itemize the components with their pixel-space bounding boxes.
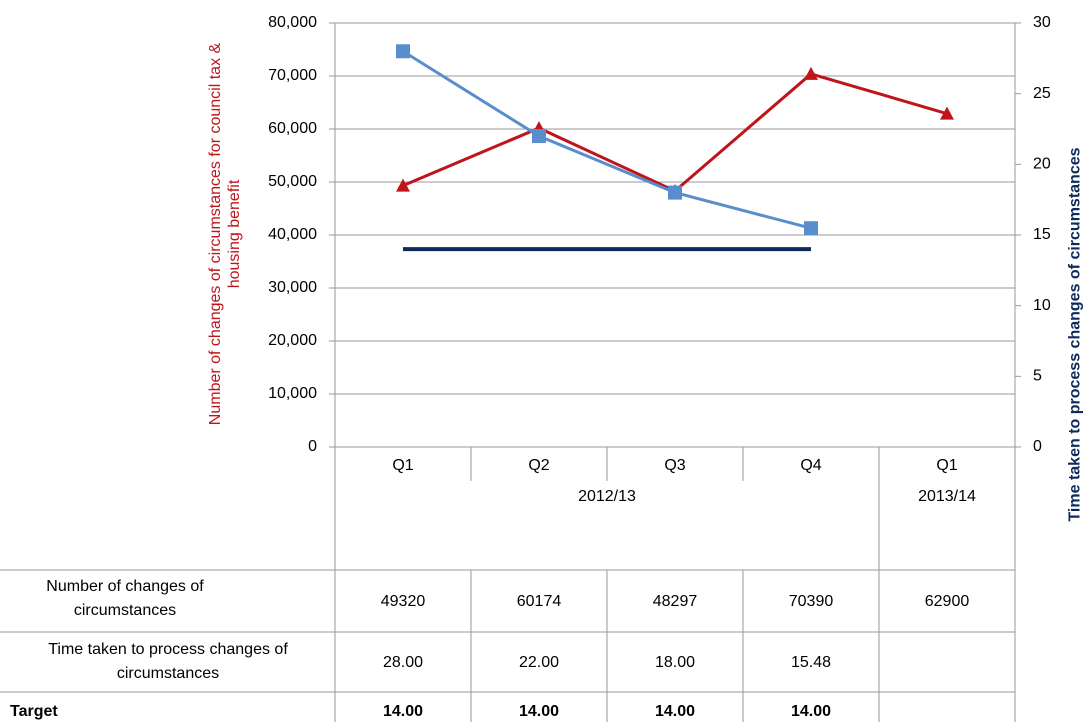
y-tick-label: 0 xyxy=(308,438,317,455)
y-tick-label: 80,000 xyxy=(268,14,317,31)
row-header: Number of changes of circumstances xyxy=(46,578,204,619)
table-cell: 15.48 xyxy=(791,654,831,671)
y2-tick-label: 0 xyxy=(1033,438,1042,455)
table-cell: 14.00 xyxy=(791,703,831,720)
table-cell: 18.00 xyxy=(655,654,695,671)
table-cell: 48297 xyxy=(653,593,698,610)
x-tick-label: Q3 xyxy=(664,457,685,474)
marker xyxy=(940,106,954,120)
marker xyxy=(396,44,410,59)
y2-axis-label: Time taken to process changes of circums… xyxy=(1066,147,1084,522)
marker xyxy=(804,66,818,80)
y2-tick-label: 25 xyxy=(1033,85,1051,102)
x-tick-label: Q1 xyxy=(936,457,957,474)
y2-tick-label: 5 xyxy=(1033,368,1042,385)
table-cell: 28.00 xyxy=(383,654,423,671)
series-line xyxy=(402,72,948,193)
y-tick-label: 10,000 xyxy=(268,385,317,402)
marker xyxy=(532,129,546,144)
y2-tick-label: 15 xyxy=(1033,226,1051,243)
x-tick-label: Q4 xyxy=(800,457,821,474)
table-cell: 62900 xyxy=(925,593,970,610)
marker xyxy=(668,185,682,200)
series-line xyxy=(402,49,812,230)
y-axis-label: Number of changes of circumstances for c… xyxy=(207,42,243,426)
table-cell: 22.00 xyxy=(519,654,559,671)
row-header: Target xyxy=(10,703,58,720)
marker xyxy=(396,178,410,192)
table-cell: 14.00 xyxy=(655,703,695,720)
table-cell: 14.00 xyxy=(383,703,423,720)
table-cell: 60174 xyxy=(517,593,562,610)
y-tick-label: 60,000 xyxy=(268,120,317,137)
y-tick-label: 20,000 xyxy=(268,332,317,349)
marker xyxy=(804,221,818,236)
row-header: Time taken to process changes of circums… xyxy=(48,641,288,682)
y2-tick-label: 20 xyxy=(1033,156,1051,173)
category-group-label: 2012/13 xyxy=(578,488,636,505)
x-tick-label: Q1 xyxy=(392,457,413,474)
y-tick-label: 30,000 xyxy=(268,279,317,296)
table-cell: 70390 xyxy=(789,593,834,610)
y-tick-label: 50,000 xyxy=(268,173,317,190)
y-tick-label: 70,000 xyxy=(268,67,317,84)
x-tick-label: Q2 xyxy=(528,457,549,474)
y2-tick-label: 30 xyxy=(1033,14,1051,31)
y2-tick-label: 10 xyxy=(1033,297,1051,314)
category-group-label: 2013/14 xyxy=(918,488,976,505)
y-tick-label: 40,000 xyxy=(268,226,317,243)
table-cell: 49320 xyxy=(381,593,426,610)
table-cell: 14.00 xyxy=(519,703,559,720)
